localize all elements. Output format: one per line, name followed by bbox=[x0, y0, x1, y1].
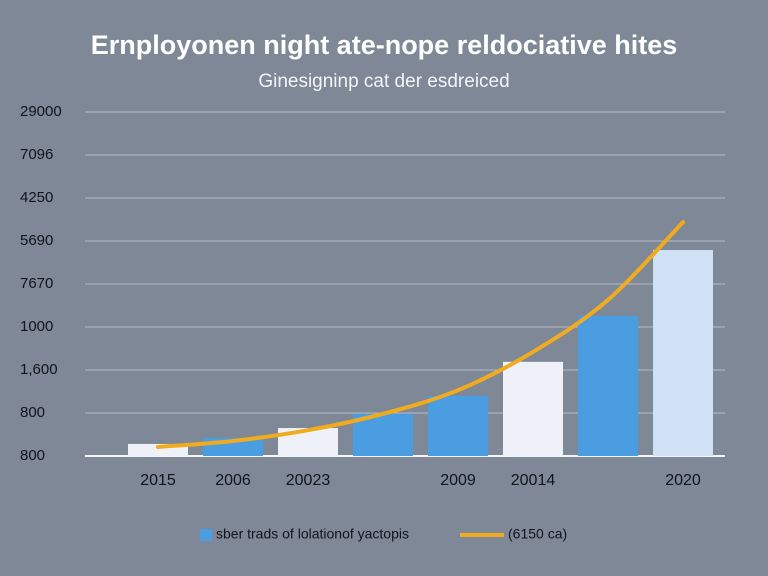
chart-subtitle: Ginesigninp cat der esdreiced bbox=[258, 71, 509, 92]
chart-title: Ernployonen night ate-nope reldociative … bbox=[91, 30, 678, 60]
marks bbox=[128, 220, 713, 456]
y-tick-label: 800 bbox=[20, 447, 45, 464]
x-tick-label: 2020 bbox=[665, 472, 701, 489]
legend-label: sber trads of lolationof yactopis bbox=[216, 526, 409, 542]
bar bbox=[503, 361, 563, 456]
bar bbox=[428, 395, 488, 456]
bar bbox=[578, 315, 638, 456]
line bbox=[156, 220, 685, 449]
x-tick-label: 20014 bbox=[511, 472, 556, 489]
legend-swatch bbox=[200, 529, 212, 541]
y-tick-label: 5690 bbox=[20, 232, 53, 249]
y-tick-label: 29000 bbox=[20, 103, 62, 120]
x-tick-label: 2006 bbox=[215, 472, 251, 489]
legend-label: (6150 ca) bbox=[508, 526, 567, 542]
y-tick-label: 1000 bbox=[20, 318, 53, 335]
bar bbox=[653, 250, 713, 456]
y-tick-label: 7670 bbox=[20, 275, 53, 292]
x-tick-label: 2009 bbox=[440, 472, 476, 489]
y-tick-label: 1,600 bbox=[20, 361, 58, 378]
x-tick-label: 20023 bbox=[286, 472, 331, 489]
x-tick-label: 2015 bbox=[140, 472, 176, 489]
y-tick-label: 7096 bbox=[20, 146, 53, 163]
y-tick-label: 4250 bbox=[20, 189, 53, 206]
y-tick-label: 800 bbox=[20, 404, 45, 421]
legend: sber trads of lolationof yactopis (6150 c… bbox=[200, 526, 567, 542]
